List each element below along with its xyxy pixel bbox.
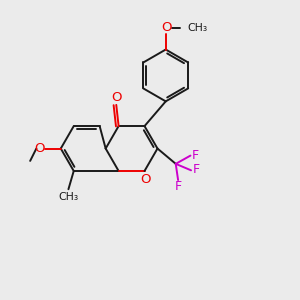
Text: F: F (193, 163, 200, 176)
Text: F: F (192, 148, 199, 161)
Text: O: O (112, 91, 122, 104)
Text: CH₃: CH₃ (187, 23, 207, 33)
Text: F: F (175, 180, 182, 193)
Text: CH₃: CH₃ (58, 192, 79, 202)
Text: O: O (34, 142, 45, 155)
Text: O: O (161, 21, 171, 34)
Text: O: O (140, 173, 150, 186)
